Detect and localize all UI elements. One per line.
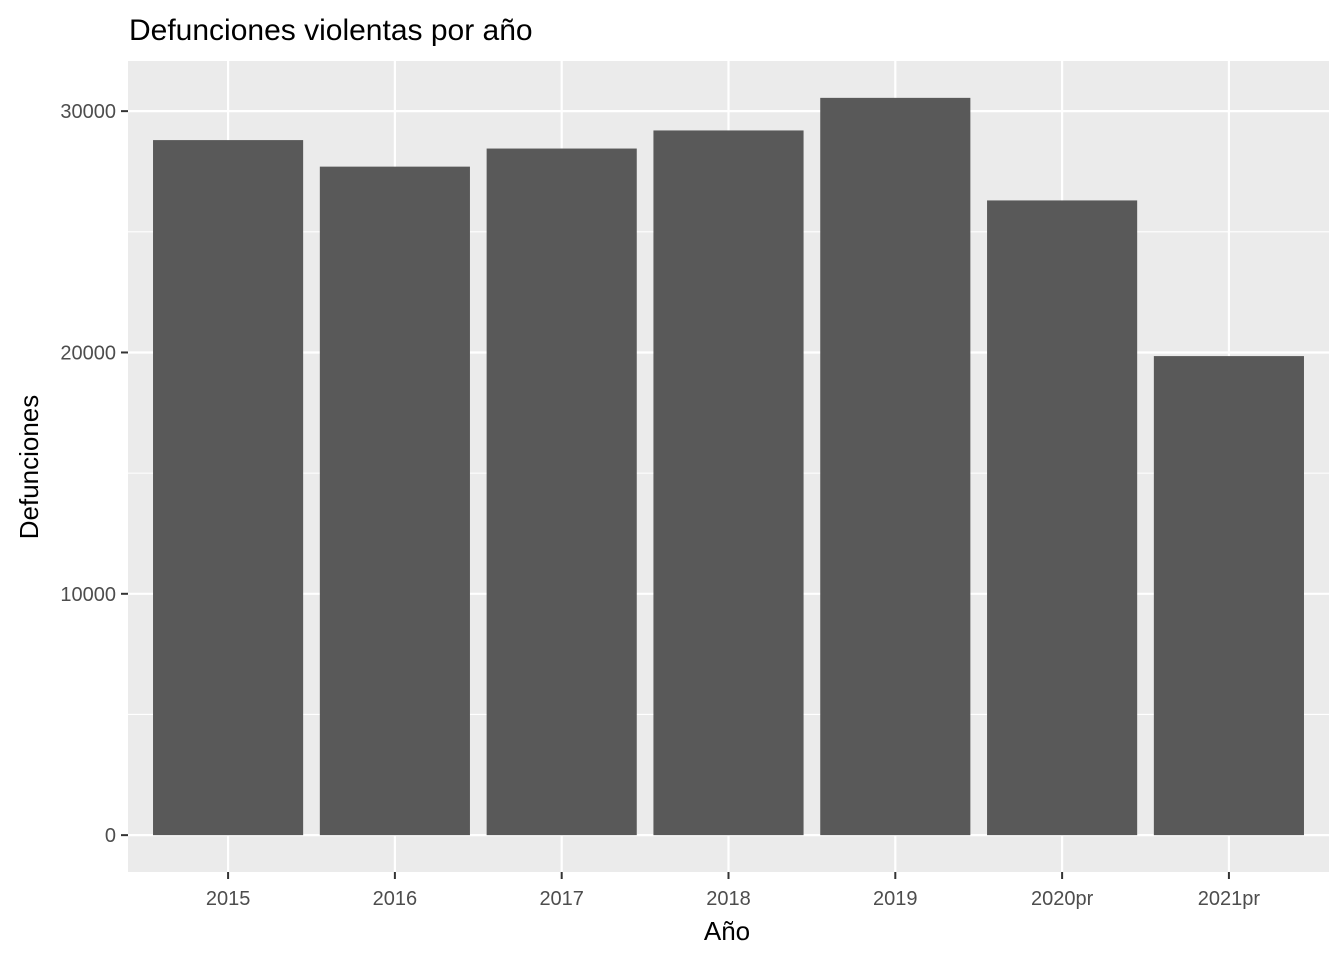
bar-2020pr [987, 200, 1138, 836]
chart-title: Defunciones violentas por año [129, 14, 533, 47]
y-tick-label: 30000 [60, 101, 116, 123]
bar-2017 [486, 148, 637, 836]
x-tick-label: 2019 [873, 888, 918, 910]
bar-2018 [653, 130, 804, 836]
bars [153, 97, 1304, 836]
x-tick-label: 2021pr [1198, 888, 1261, 910]
bar-2015 [153, 140, 304, 836]
y-tick-label: 10000 [60, 584, 116, 606]
x-axis-title: Año [704, 916, 750, 946]
x-tick-label: 2017 [539, 888, 584, 910]
x-tick-label: 2018 [706, 888, 751, 910]
bar-2021pr [1153, 356, 1304, 836]
bar-2019 [820, 97, 971, 836]
bar-2016 [319, 166, 470, 836]
y-axis-title: Defunciones [14, 395, 44, 540]
y-tick-label: 0 [105, 825, 116, 847]
x-tick-label: 2020pr [1031, 888, 1094, 910]
x-tick-label: 2016 [373, 888, 418, 910]
y-axis: 0 10000 20000 30000 [60, 101, 128, 847]
y-tick-label: 20000 [60, 342, 116, 364]
x-tick-label: 2015 [206, 888, 251, 910]
x-axis: 2015 2016 2017 2018 2019 2020pr 2021pr [206, 872, 1261, 910]
